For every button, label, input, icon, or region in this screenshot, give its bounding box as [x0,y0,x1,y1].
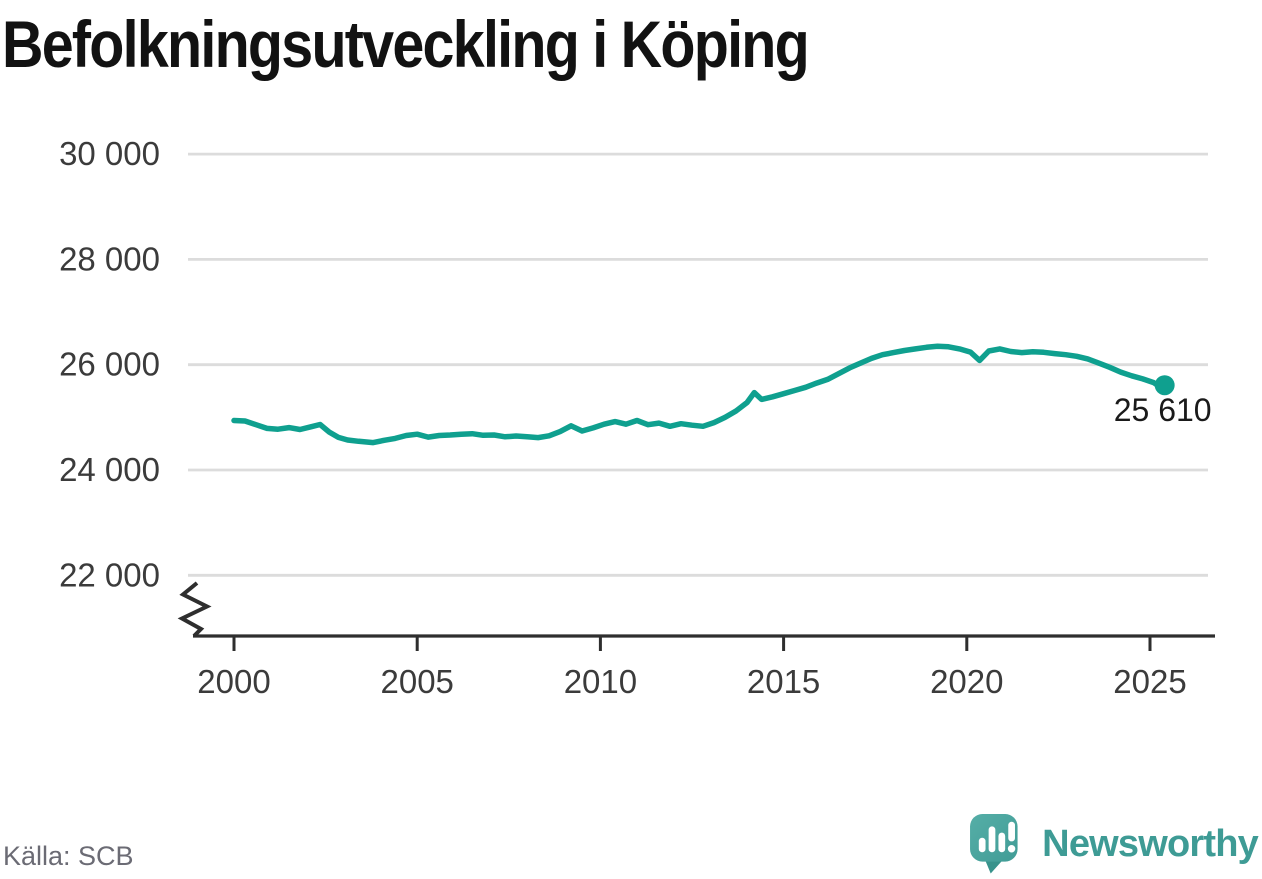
latest-value-label: 25 610 [1114,392,1212,428]
y-axis-tick-label: 30 000 [59,135,160,172]
x-axis-tick-label: 2020 [930,663,1003,700]
x-axis-tick-label: 2005 [380,663,453,700]
logo-bubble-tail [984,858,1005,874]
logo-bar-chart-exclamation-glyph [978,821,1016,853]
y-axis-tick-label: 22 000 [59,556,160,593]
y-axis-tick-label: 28 000 [59,240,160,277]
source-note: Källa: SCB [3,841,134,871]
x-axis-tick-label: 2015 [747,663,820,700]
brand-lockup: Newsworthy [969,813,1259,875]
x-axis-tick-label: 2000 [197,663,270,700]
x-axis-tick-label: 2010 [564,663,637,700]
y-axis-break-icon [177,581,212,638]
latest-value-point [1154,375,1175,396]
x-axis-tick-label: 2025 [1113,663,1186,700]
brand-name: Newsworthy [1042,822,1259,865]
y-axis-tick-label: 26 000 [59,346,160,383]
population-line-series [231,343,1168,446]
chart-title: Befolkningsutveckling i Köping [2,7,810,81]
y-axis-tick-label: 24 000 [59,451,160,488]
newsworthy-logo-icon [970,814,1018,874]
